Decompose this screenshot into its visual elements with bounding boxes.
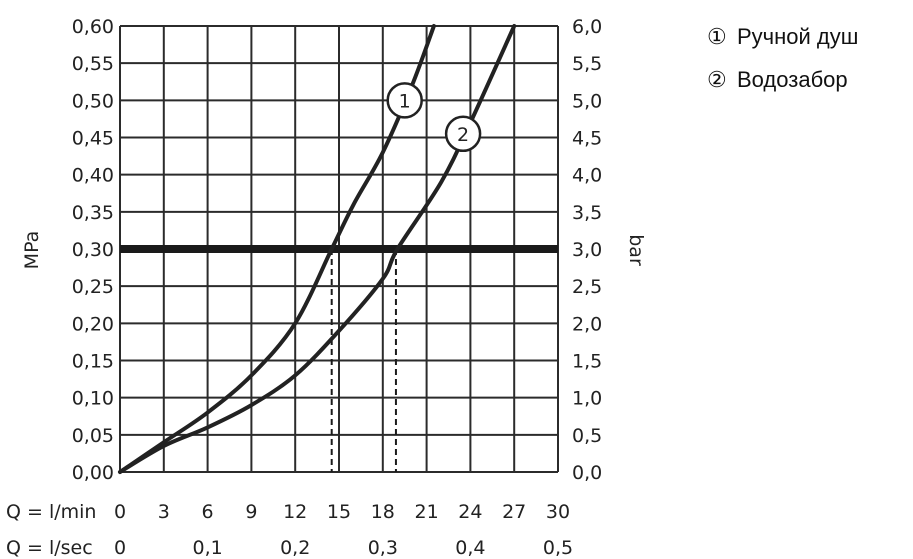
y-left-tick-label: 0,60 [72,16,114,38]
x-min-tick-label: 0 [114,501,126,523]
y-left-tick-label: 0,25 [72,276,114,298]
y-left-tick-label: 0,05 [72,425,114,447]
y-right-tick-label: 4,5 [572,128,602,150]
y-left-tick-label: 0,40 [72,165,114,187]
x-min-tick-label: 6 [202,501,214,523]
x-min-tick-label: 9 [245,501,257,523]
legend-item-1: ① Ручной душ [707,24,858,50]
x-min-axis-title: Q = l/min [6,501,96,523]
y-left-axis-title: MPa [21,231,43,270]
y-left-tick-label: 0,30 [72,239,114,261]
x-min-tick-label: 18 [371,501,395,523]
legend-label: Водозабор [737,67,848,92]
legend-symbol: ② [707,67,737,93]
tick-labels: 0,000,050,100,150,200,250,300,350,400,45… [72,16,603,559]
x-sec-tick-label: 0 [114,537,126,559]
series-2-marker-label: 2 [457,124,469,146]
x-sec-tick-label: 0,2 [280,537,310,559]
y-left-tick-label: 0,00 [72,462,114,484]
y-left-tick-label: 0,45 [72,128,114,150]
x-min-tick-label: 21 [415,501,439,523]
y-left-tick-label: 0,20 [72,313,114,335]
x-sec-tick-label: 0,3 [368,537,398,559]
x-sec-tick-label: 0,1 [192,537,222,559]
y-left-tick-label: 0,10 [72,388,114,410]
legend-label: Ручной душ [737,24,858,49]
x-min-tick-label: 15 [327,501,351,523]
y-left-tick-label: 0,15 [72,351,114,373]
y-right-tick-label: 5,5 [572,53,602,75]
y-right-tick-label: 3,5 [572,202,602,224]
x-sec-tick-label: 0,4 [455,537,485,559]
legend-item-2: ② Водозабор [707,67,848,93]
y-right-axis-title: bar [625,234,647,266]
y-right-tick-label: 0,5 [572,425,602,447]
y-left-tick-label: 0,35 [72,202,114,224]
y-left-tick-label: 0,50 [72,90,114,112]
x-sec-axis-title: Q = l/sec [6,537,93,559]
y-right-tick-label: 1,5 [572,351,602,373]
x-sec-tick-label: 0,5 [543,537,573,559]
y-right-tick-label: 0,0 [572,462,602,484]
y-right-tick-label: 2,0 [572,313,602,335]
y-right-tick-label: 5,0 [572,90,602,112]
y-right-tick-label: 1,0 [572,388,602,410]
x-min-tick-label: 24 [458,501,482,523]
y-left-tick-label: 0,55 [72,53,114,75]
y-right-tick-label: 3,0 [572,239,602,261]
x-min-tick-label: 30 [546,501,570,523]
series-1-marker-label: 1 [399,90,411,112]
y-right-tick-label: 6,0 [572,16,602,38]
x-min-tick-label: 27 [502,501,526,523]
x-min-tick-label: 3 [158,501,170,523]
y-right-tick-label: 2,5 [572,276,602,298]
legend-symbol: ① [707,24,737,50]
y-right-tick-label: 4,0 [572,165,602,187]
x-min-tick-label: 12 [283,501,307,523]
